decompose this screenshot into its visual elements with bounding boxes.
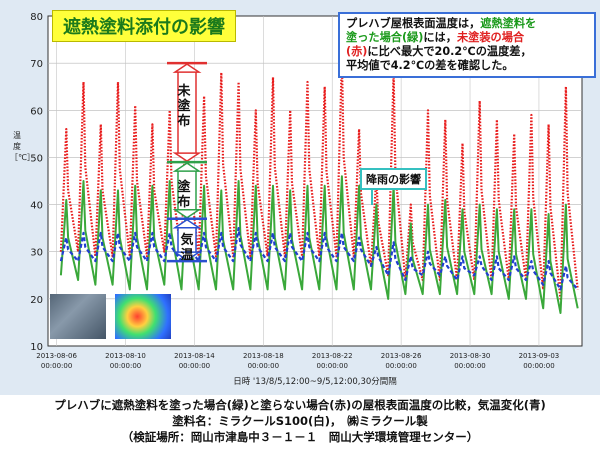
callout-text-2: 遮熱塗料を: [480, 17, 537, 30]
x-tick-time: 00:00:00: [316, 362, 347, 370]
y-tick-label: 80: [30, 12, 43, 23]
caption-line-2: 塗料名：ミラクールS100(白)， ㈱ミラクール製: [172, 414, 428, 428]
annotation-arrow-head-down: [172, 251, 202, 262]
x-tick-date: 2013-08-14: [174, 352, 215, 360]
x-tick-time: 00:00:00: [248, 362, 279, 370]
legend-uncoated-label: 未塗布: [177, 84, 191, 129]
x-tick-time: 00:00:00: [41, 362, 72, 370]
caption-line-1: プレハブに遮熱塗料を塗った場合(緑)と塗らない場合(赤)の屋根表面温度の比較，気…: [54, 398, 546, 412]
x-tick-date: 2013-08-30: [450, 352, 491, 360]
callout-text-5: 未塗装の場合: [456, 31, 525, 44]
callout-text-8: 平均値で4.2℃の差を確認した。: [346, 59, 514, 72]
chart-title-box: 遮熱塗料添付の影響: [52, 10, 236, 42]
caption-line-3: （検証場所：岡山市津島中３－１－１ 岡山大学環境管理センター）: [121, 430, 479, 444]
callout-text-6: (赤): [346, 45, 368, 58]
finding-callout: プレハブ屋根表面温度は，遮熱塗料を塗った場合(緑)には，未塗装の場合 (赤)に比べ…: [338, 12, 596, 78]
callout-text-7: に比べ最大で20.2℃の温度差，: [367, 45, 532, 58]
x-tick-time: 00:00:00: [179, 362, 210, 370]
y-tick-label: 20: [30, 295, 43, 306]
y-tick-label: 30: [30, 248, 43, 259]
legend-coated-label: 塗布: [177, 180, 191, 210]
y-tick-label: 10: [30, 342, 43, 353]
callout-text-1: プレハブ屋根表面温度は，: [346, 17, 481, 30]
annotation-arrow-head-down: [172, 208, 202, 219]
y-axis-title: 温度 ［℃］: [10, 131, 35, 162]
series-line-coated: [59, 175, 579, 314]
annotation-arrow-head-up: [172, 162, 202, 172]
x-tick-date: 2013-09-03: [519, 352, 560, 360]
x-tick-date: 2013-08-10: [105, 352, 146, 360]
annotation-arrow-head-down: [172, 152, 202, 163]
series-line-air: [59, 227, 579, 291]
y-tick-label: 70: [30, 59, 43, 70]
callout-text-4: には，: [423, 31, 457, 44]
x-tick-time: 00:00:00: [454, 362, 485, 370]
rain-effect-label: 降雨の影響: [360, 168, 427, 190]
x-tick-date: 2013-08-18: [243, 352, 284, 360]
thermal-image: [115, 294, 171, 339]
x-tick-time: 00:00:00: [523, 362, 554, 370]
roof-photo: [50, 294, 106, 339]
annotation-arrow-head-up: [172, 218, 202, 229]
y-tick-label: 60: [30, 106, 43, 117]
callout-text-3: 塗った場合(緑): [346, 31, 424, 44]
x-tick-date: 2013-08-06: [36, 352, 77, 360]
x-axis-title: 日時 '13/8/5,12:00~9/5,12:00,30分間隔: [233, 377, 397, 387]
series-line-uncoated: [59, 57, 579, 300]
legend-air-label: 気温: [180, 233, 194, 263]
x-tick-time: 00:00:00: [110, 362, 141, 370]
y-tick-label: 50: [30, 153, 43, 164]
x-tick-date: 2013-08-26: [381, 352, 422, 360]
x-tick-time: 00:00:00: [385, 362, 416, 370]
y-tick-label: 40: [30, 201, 43, 212]
x-tick-date: 2013-08-22: [312, 352, 353, 360]
annotation-arrow-head-up: [172, 63, 202, 73]
